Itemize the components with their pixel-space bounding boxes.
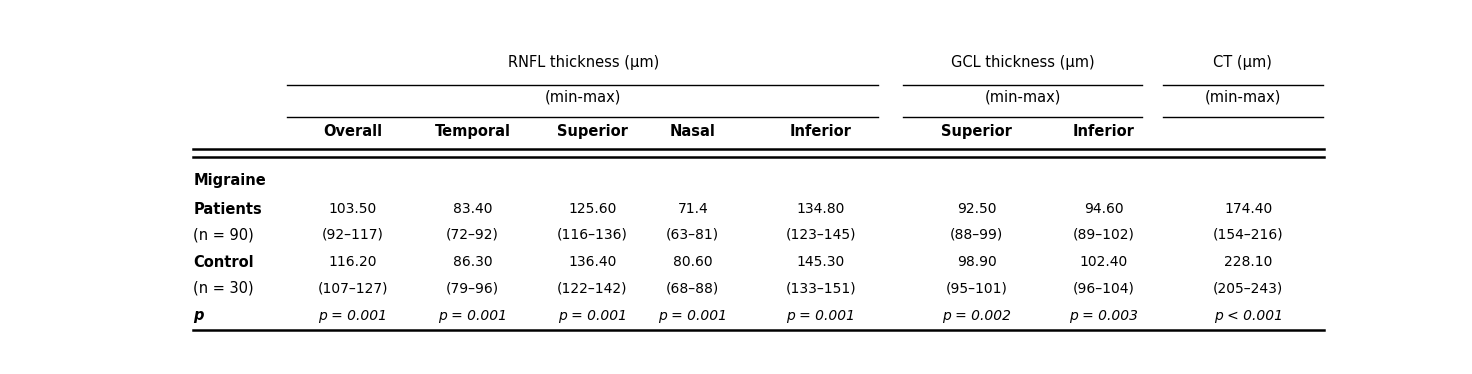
Text: (min-max): (min-max) (1204, 89, 1281, 104)
Text: Inferior: Inferior (789, 124, 851, 139)
Text: 83.40: 83.40 (453, 202, 492, 216)
Text: (min-max): (min-max) (545, 89, 621, 104)
Text: p = 0.001: p = 0.001 (439, 309, 508, 323)
Text: p = 0.001: p = 0.001 (658, 309, 727, 323)
Text: (n = 90): (n = 90) (193, 227, 253, 242)
Text: (122–142): (122–142) (558, 281, 627, 295)
Text: 86.30: 86.30 (453, 255, 493, 269)
Text: 145.30: 145.30 (796, 255, 845, 269)
Text: Inferior: Inferior (1073, 124, 1135, 139)
Text: (min-max): (min-max) (985, 89, 1061, 104)
Text: (95–101): (95–101) (946, 281, 1008, 295)
Text: Patients: Patients (193, 202, 262, 217)
Text: (72–92): (72–92) (446, 228, 499, 242)
Text: p = 0.001: p = 0.001 (318, 309, 387, 323)
Text: (n = 30): (n = 30) (193, 281, 253, 296)
Text: (123–145): (123–145) (786, 228, 855, 242)
Text: 92.50: 92.50 (957, 202, 997, 216)
Text: 174.40: 174.40 (1225, 202, 1272, 216)
Text: 136.40: 136.40 (568, 255, 617, 269)
Text: p < 0.001: p < 0.001 (1214, 309, 1284, 323)
Text: GCL thickness (μm): GCL thickness (μm) (951, 55, 1094, 70)
Text: Control: Control (193, 255, 253, 270)
Text: p: p (193, 308, 203, 323)
Text: (205–243): (205–243) (1213, 281, 1284, 295)
Text: (88–99): (88–99) (951, 228, 1004, 242)
Text: 228.10: 228.10 (1225, 255, 1273, 269)
Text: (79–96): (79–96) (446, 281, 499, 295)
Text: 98.90: 98.90 (957, 255, 997, 269)
Text: 94.60: 94.60 (1083, 202, 1123, 216)
Text: Superior: Superior (556, 124, 629, 139)
Text: p = 0.001: p = 0.001 (558, 309, 627, 323)
Text: (89–102): (89–102) (1073, 228, 1135, 242)
Text: RNFL thickness (μm): RNFL thickness (μm) (508, 55, 659, 70)
Text: p = 0.003: p = 0.003 (1069, 309, 1138, 323)
Text: 71.4: 71.4 (677, 202, 708, 216)
Text: p = 0.002: p = 0.002 (942, 309, 1011, 323)
Text: 134.80: 134.80 (796, 202, 845, 216)
Text: 116.20: 116.20 (328, 255, 377, 269)
Text: (63–81): (63–81) (667, 228, 720, 242)
Text: 80.60: 80.60 (673, 255, 712, 269)
Text: (154–216): (154–216) (1213, 228, 1284, 242)
Text: Migraine: Migraine (193, 173, 266, 188)
Text: (96–104): (96–104) (1073, 281, 1135, 295)
Text: (68–88): (68–88) (667, 281, 720, 295)
Text: (92–117): (92–117) (322, 228, 384, 242)
Text: 102.40: 102.40 (1079, 255, 1128, 269)
Text: p = 0.001: p = 0.001 (786, 309, 855, 323)
Text: Overall: Overall (324, 124, 383, 139)
Text: Superior: Superior (942, 124, 1013, 139)
Text: Nasal: Nasal (670, 124, 715, 139)
Text: CT (μm): CT (μm) (1213, 55, 1272, 70)
Text: Temporal: Temporal (434, 124, 511, 139)
Text: (133–151): (133–151) (785, 281, 855, 295)
Text: 125.60: 125.60 (568, 202, 617, 216)
Text: (116–136): (116–136) (556, 228, 629, 242)
Text: (107–127): (107–127) (318, 281, 389, 295)
Text: 103.50: 103.50 (328, 202, 377, 216)
